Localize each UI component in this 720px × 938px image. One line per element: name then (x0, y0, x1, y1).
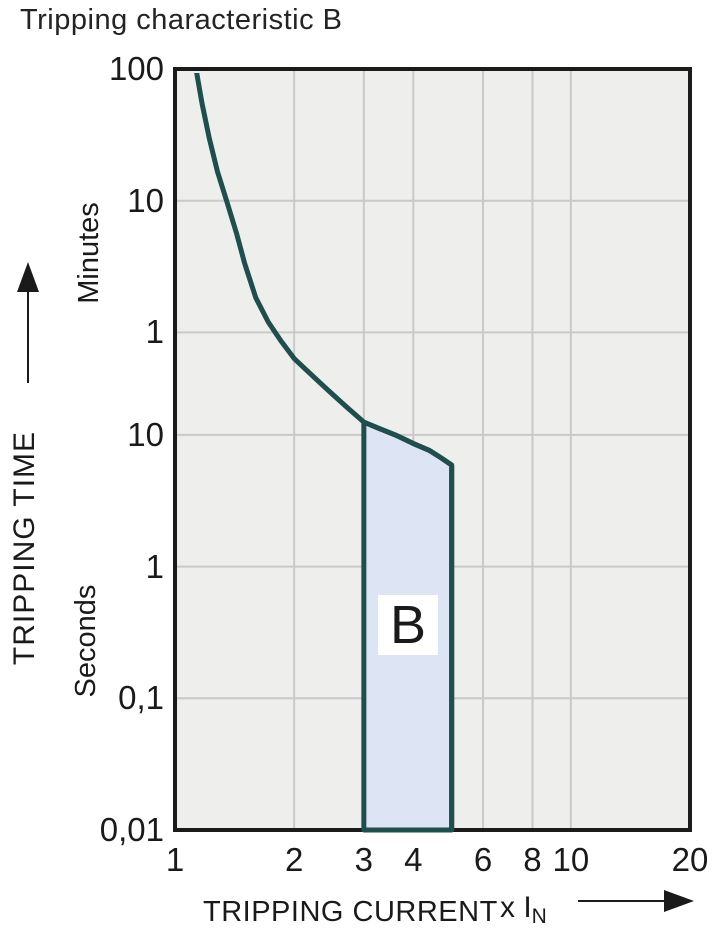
x-tick-label: 1 (165, 841, 185, 878)
x-tick-label: 6 (473, 841, 493, 878)
y-tick-label: 100 (108, 50, 164, 87)
y-tick-label: 10 (127, 415, 164, 453)
y-tick-label: 1 (145, 313, 164, 351)
tripping-curve (194, 73, 455, 830)
chart-title: Tripping characteristic B (20, 4, 343, 36)
y-tick-label: 10 (127, 181, 164, 219)
x-axis-multiplier-text: x I (500, 891, 532, 924)
band-label-box: B (378, 595, 438, 655)
x-tick-label: 8 (523, 841, 542, 878)
x-axis-arrow-icon (578, 890, 694, 912)
x-tick-label: 20 (671, 841, 709, 878)
band-label: B (389, 595, 427, 655)
y-axis-arrow-icon (17, 262, 39, 383)
y-tick-label: 0,1 (118, 679, 164, 717)
x-tick-label: 3 (354, 841, 374, 878)
x-axis-title: TRIPPING CURRENT (203, 896, 498, 928)
y-tick-label: 1 (145, 547, 164, 585)
y-tick-label: 0,01 (99, 811, 164, 848)
x-axis-multiplier: x IN (500, 891, 547, 929)
x-axis-multiplier-subscript: N (531, 905, 547, 928)
x-tick-label: 4 (404, 841, 423, 878)
x-tick-label: 10 (552, 841, 590, 878)
x-tick-label: 2 (284, 841, 304, 878)
